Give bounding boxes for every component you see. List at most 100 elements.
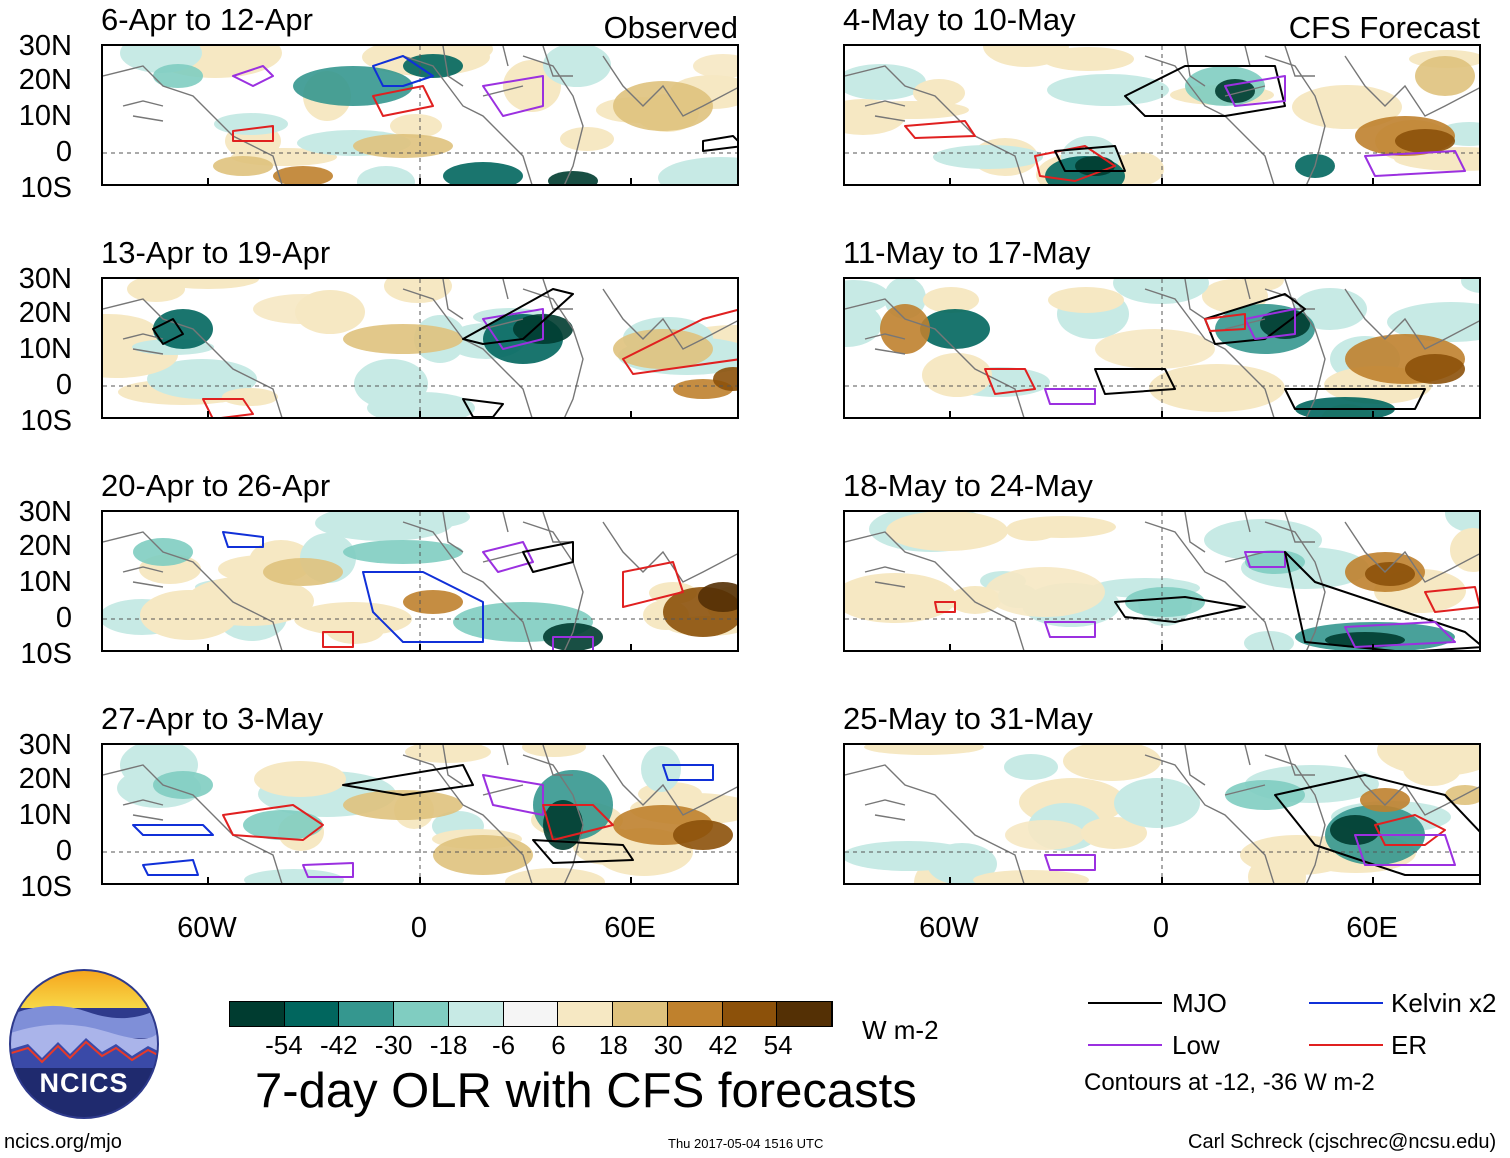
axis-tick <box>630 877 632 885</box>
coastline <box>1144 521 1275 650</box>
olr-map-panel <box>101 277 739 419</box>
colorbar <box>229 1001 833 1027</box>
colorbar-swatch <box>503 1002 559 1026</box>
olr-anomaly-shade <box>1081 817 1147 849</box>
lat-tick: 0 <box>55 136 72 168</box>
lat-tick: 10N <box>18 333 72 365</box>
lon-tick-60e-right: 60E <box>1346 912 1398 944</box>
olr-anomaly-blob <box>548 171 598 184</box>
olr-anomaly-shade <box>1445 512 1479 532</box>
er-contour <box>904 120 976 139</box>
olr-anomaly-shade <box>1114 778 1200 828</box>
legend-mjo-label: MJO <box>1172 988 1227 1018</box>
olr-anomaly-shade <box>1450 528 1479 572</box>
panel-title: 6-Apr to 12-Apr <box>101 2 313 37</box>
coastline <box>864 799 906 821</box>
coastline <box>1184 512 1315 563</box>
olr-anomaly-shade <box>845 64 926 100</box>
footer-url[interactable]: ncics.org/mjo <box>4 1131 122 1153</box>
panel-tag: Observed <box>603 10 738 45</box>
er-contour <box>984 368 1036 395</box>
footer-timestamp: Thu 2017-05-04 1516 UTC <box>668 1136 824 1151</box>
axis-tick <box>630 178 632 186</box>
mjo-contour <box>1204 293 1306 345</box>
olr-anomaly-blob <box>713 367 737 391</box>
olr-anomaly-shade <box>922 353 992 397</box>
olr-anomaly-shade <box>222 388 278 406</box>
coastline <box>1144 754 1275 883</box>
olr-anomaly-shade <box>973 870 1089 883</box>
axis-tick <box>1372 411 1374 419</box>
panel-tag: CFS Forecast <box>1288 10 1480 45</box>
lat-tick: 0 <box>55 835 72 867</box>
colorbar-units: W m-2 <box>862 1015 939 1045</box>
olr-anomaly-shade <box>254 761 346 797</box>
olr-anomaly-blob <box>613 329 713 369</box>
panel-title: 11-May to 17-May <box>843 235 1091 270</box>
olr-anomaly-shade <box>367 392 475 417</box>
legend-kelvin-line <box>1309 1002 1383 1004</box>
olr-anomaly-shade <box>1006 519 1058 541</box>
olr-anomaly-blob <box>1005 820 1085 850</box>
legend-low-label: Low <box>1172 1030 1220 1060</box>
olr-anomaly-blob <box>1415 56 1475 96</box>
er-contour <box>202 398 254 417</box>
olr-anomaly-blob <box>403 590 463 614</box>
kelvin-contour <box>142 859 199 876</box>
coastline <box>1264 55 1326 184</box>
mjo-contour <box>522 541 574 573</box>
er-contour <box>322 631 354 648</box>
olr-anomaly-blob <box>243 810 323 840</box>
olr-anomaly-blob <box>153 771 213 799</box>
olr-anomaly-blob <box>263 558 343 586</box>
mjo-contour <box>1274 774 1479 876</box>
olr-anomaly-shade <box>1461 279 1479 293</box>
lat-tick: 30N <box>18 729 72 761</box>
legend-kelvin-label: Kelvin x2 <box>1391 988 1497 1018</box>
kelvin-contour <box>222 531 264 548</box>
lat-tick: 0 <box>55 369 72 401</box>
axis-tick <box>630 644 632 652</box>
coastline <box>442 46 573 97</box>
olr-anomaly-shade <box>127 279 185 302</box>
lat-tick: 20N <box>18 297 72 329</box>
olr-anomaly-shade <box>140 590 238 640</box>
coastline <box>602 55 737 117</box>
olr-anomaly-shade <box>933 145 1043 169</box>
olr-anomaly-blob <box>1095 329 1215 369</box>
coastline <box>122 333 164 355</box>
olr-anomaly-blob <box>1395 129 1455 153</box>
olr-anomaly-shade <box>390 114 442 138</box>
olr-map-panel <box>101 510 739 652</box>
footer-credit: Carl Schreck (cjschrec@ncsu.edu) <box>1188 1131 1497 1153</box>
low-contour <box>482 308 544 350</box>
olr-anomaly-blob <box>920 309 990 349</box>
olr-anomaly-shade <box>326 616 384 644</box>
lat-tick: 10S <box>20 405 72 437</box>
axis-tick <box>207 411 209 419</box>
olr-anomaly-shade <box>1293 288 1367 330</box>
olr-anomaly-shade <box>392 512 470 528</box>
colorbar-swatch <box>284 1002 340 1026</box>
axis-tick <box>419 877 421 885</box>
lat-tick: 30N <box>18 30 72 62</box>
er-contour <box>1204 313 1246 332</box>
axis-tick <box>949 411 951 419</box>
olr-anomaly-shade <box>405 745 491 763</box>
lat-tick: 10N <box>18 566 72 598</box>
coastline <box>1264 754 1326 883</box>
olr-anomaly-blob <box>698 582 737 612</box>
coastline <box>1264 521 1326 650</box>
coastline <box>402 55 533 184</box>
colorbar-swatch <box>339 1002 395 1026</box>
mjo-contour <box>1284 388 1426 410</box>
er-contour <box>622 561 684 608</box>
olr-anomaly-blob <box>613 81 713 131</box>
figure-title: 7-day OLR with CFS forecasts <box>255 1064 917 1118</box>
ncics-logo: NCICS <box>8 968 160 1120</box>
olr-anomaly-shade <box>1048 287 1124 313</box>
low-contour <box>482 774 544 816</box>
lon-tick-60w-right: 60W <box>919 912 979 944</box>
colorbar-tick-label: 54 <box>763 1030 793 1060</box>
olr-anomaly-blob <box>153 64 203 88</box>
